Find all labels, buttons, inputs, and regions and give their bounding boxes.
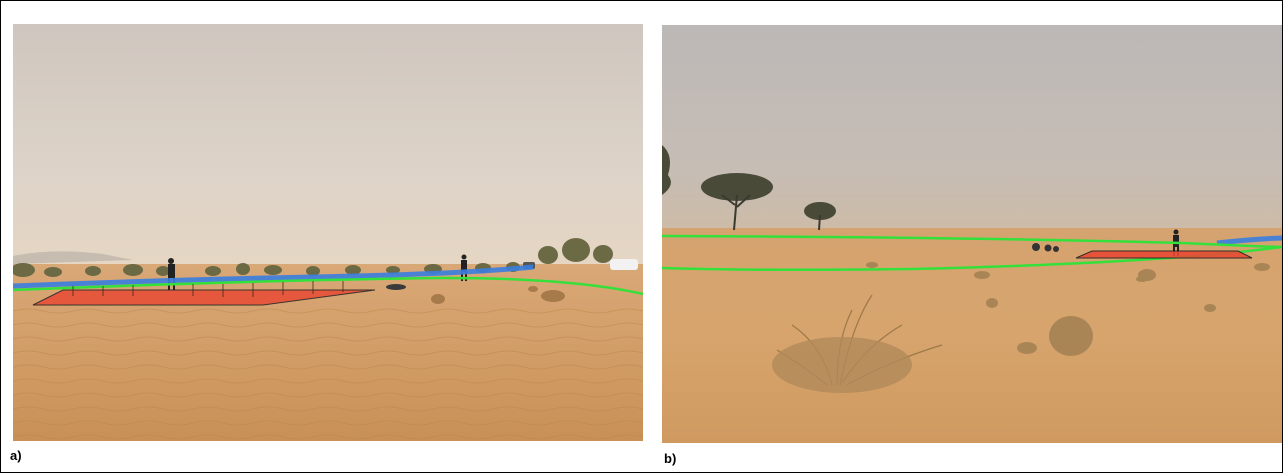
green-outline-b [662,234,1282,272]
red-plot-a [32,289,376,306]
people-group-b [1032,243,1059,252]
acacia-tree-b-1 [701,173,773,231]
red-plot-b [1075,250,1253,259]
acacia-tree-b-2 [804,202,836,231]
photo-panel-a [13,24,643,441]
person-a-2 [461,254,467,281]
plot-stakes-a [72,281,344,297]
blue-outline-a [13,264,534,289]
sky-a [13,24,643,269]
sand-b [662,228,1282,443]
panel-label-a: a) [10,448,22,463]
tree-edge-b [662,145,671,195]
dry-shrubs-a [386,284,565,304]
sky-b [662,25,1282,230]
green-outline-a [13,276,643,296]
photo-b [662,25,1282,443]
photo-panel-b [662,25,1282,443]
photo-a [13,24,643,441]
grass-clump-b [772,337,912,393]
blue-outline-b [1216,235,1282,246]
vehicle-a [610,259,638,270]
sand-ripples-a [13,304,643,441]
grass-tufts-b [866,262,1270,356]
panel-label-b: b) [664,451,677,466]
hill-a [13,251,133,264]
